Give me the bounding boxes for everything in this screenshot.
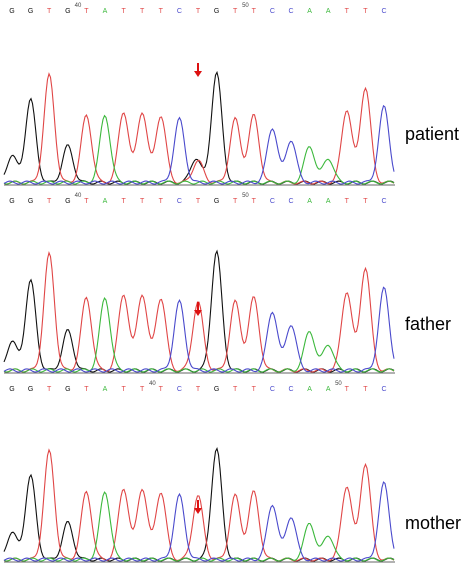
- trace-c: [3, 104, 395, 185]
- trace-c: [3, 286, 395, 373]
- base-call-12: G: [214, 8, 219, 15]
- base-call-11: T: [196, 386, 201, 393]
- base-call-15: C: [270, 8, 275, 15]
- base-call-3: T: [47, 386, 52, 393]
- base-call-9: T: [159, 198, 164, 205]
- position-marker: 50: [242, 193, 249, 199]
- base-call-13: T: [233, 198, 238, 205]
- base-call-13: T: [233, 386, 238, 393]
- position-marker: 40: [149, 381, 156, 387]
- base-call-6: A: [103, 198, 108, 205]
- base-call-10: C: [177, 198, 182, 205]
- base-call-2: G: [28, 8, 33, 15]
- base-call-17: A: [307, 386, 312, 393]
- base-call-13: T: [233, 8, 238, 15]
- base-call-16: C: [288, 8, 293, 15]
- mutation-arrow-icon: [194, 302, 202, 316]
- base-call-18: A: [326, 8, 331, 15]
- base-call-2: G: [28, 198, 33, 205]
- base-call-9: T: [159, 8, 164, 15]
- panel-mother: G G T G T A T T T C T G T T C C A A T T C 40 50 mother: [3, 381, 461, 563]
- base-call-8: T: [140, 8, 145, 15]
- base-call-9: T: [159, 386, 164, 393]
- base-call-20: T: [363, 198, 368, 205]
- panel-patient: G G T G T A T T T C T G T T C C A A T T C 40 50 patient: [3, 3, 459, 186]
- mutation-arrow-icon: [194, 63, 202, 77]
- base-call-18: A: [326, 386, 331, 393]
- base-call-5: T: [84, 386, 89, 393]
- base-call-12: G: [214, 386, 219, 393]
- base-call-7: T: [121, 386, 126, 393]
- base-call-16: C: [288, 386, 293, 393]
- base-call-5: T: [84, 198, 89, 205]
- base-call-3: T: [47, 8, 52, 15]
- base-call-20: T: [363, 386, 368, 393]
- base-call-2: G: [28, 386, 33, 393]
- base-call-10: C: [177, 8, 182, 15]
- base-call-17: A: [307, 8, 312, 15]
- base-call-15: C: [270, 198, 275, 205]
- base-call-11: T: [196, 198, 201, 205]
- trace-g: [3, 70, 395, 185]
- panel-label: mother: [405, 513, 461, 533]
- panel-father: G G T G T A T T T C T G T T C C A A T T C 40 50 father: [3, 193, 451, 374]
- base-call-8: T: [140, 386, 145, 393]
- base-call-3: T: [47, 198, 52, 205]
- base-call-20: T: [363, 8, 368, 15]
- base-call-11: T: [196, 8, 201, 15]
- base-call-6: A: [103, 386, 108, 393]
- panel-label: father: [405, 314, 451, 334]
- base-call-19: T: [345, 198, 350, 205]
- base-call-10: C: [177, 386, 182, 393]
- base-call-19: T: [345, 386, 350, 393]
- base-call-1: G: [9, 198, 14, 205]
- base-call-6: A: [103, 8, 108, 15]
- base-call-7: T: [121, 8, 126, 15]
- position-marker: 50: [242, 3, 249, 9]
- base-call-1: G: [9, 8, 14, 15]
- base-call-5: T: [84, 8, 89, 15]
- base-call-21: C: [381, 198, 386, 205]
- panel-label: patient: [405, 124, 459, 144]
- base-call-4: G: [65, 8, 70, 15]
- base-call-7: T: [121, 198, 126, 205]
- base-call-16: C: [288, 198, 293, 205]
- base-call-14: T: [252, 198, 257, 205]
- base-call-4: G: [65, 386, 70, 393]
- position-marker: 40: [75, 3, 82, 9]
- trace-c: [3, 481, 395, 562]
- base-call-19: T: [345, 8, 350, 15]
- base-call-18: A: [326, 198, 331, 205]
- position-marker: 50: [335, 381, 342, 387]
- base-call-14: T: [252, 8, 257, 15]
- base-call-17: A: [307, 198, 312, 205]
- base-call-14: T: [252, 386, 257, 393]
- base-call-15: C: [270, 386, 275, 393]
- trace-t: [3, 72, 395, 185]
- base-call-21: C: [381, 386, 386, 393]
- base-call-8: T: [140, 198, 145, 205]
- base-call-4: G: [65, 198, 70, 205]
- base-call-21: C: [381, 8, 386, 15]
- base-call-12: G: [214, 198, 219, 205]
- mutation-arrow-icon: [194, 500, 202, 514]
- base-call-1: G: [9, 386, 14, 393]
- position-marker: 40: [75, 193, 82, 199]
